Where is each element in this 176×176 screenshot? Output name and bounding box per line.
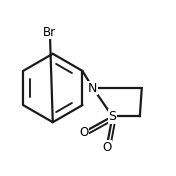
Text: Br: Br xyxy=(43,26,56,39)
Text: S: S xyxy=(108,110,117,123)
Text: O: O xyxy=(79,125,89,139)
Text: N: N xyxy=(88,81,98,95)
Text: O: O xyxy=(102,141,111,154)
